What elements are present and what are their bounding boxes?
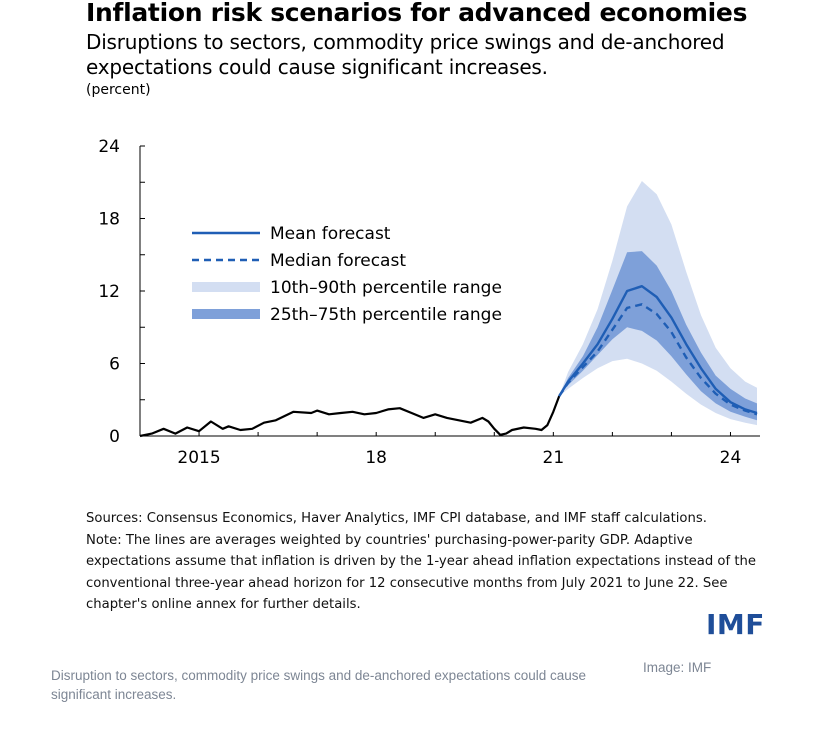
unit-label: (percent) xyxy=(86,82,151,98)
x-tick-label: 18 xyxy=(365,448,387,468)
tick-labels: 0 6 12 18 24 2015 18 21 24 xyxy=(98,137,741,468)
percentile-bands xyxy=(559,181,757,426)
y-tick-label: 0 xyxy=(109,427,120,447)
chart-subtitle: Disruptions to sectors, commodity price … xyxy=(86,30,725,79)
forecast-lines xyxy=(139,285,758,438)
chart-title: Inflation risk scenarios for advanced ec… xyxy=(86,0,748,27)
x-tick-label: 21 xyxy=(543,448,565,468)
y-tick-label: 18 xyxy=(98,210,120,230)
imf-logo: IMF xyxy=(706,608,765,641)
note-text: Note: The lines are averages weighted by… xyxy=(86,532,756,613)
legend-label: 10th–90th percentile range xyxy=(270,278,502,298)
x-tick-label: 24 xyxy=(720,448,742,468)
chart-axes xyxy=(139,145,760,437)
chart-legend: Mean forecast Median forecast 10th–90th pe… xyxy=(192,224,502,325)
history-line xyxy=(139,395,561,438)
legend-label: Median forecast xyxy=(270,251,406,271)
x-tick-label: 2015 xyxy=(177,448,220,468)
sources-text: Sources: Consensus Economics, Haver Anal… xyxy=(86,511,707,526)
legend-label: 25th–75th percentile range xyxy=(270,305,502,325)
y-tick-label: 6 xyxy=(109,355,120,375)
inflation-chart: 0 6 12 18 24 2015 18 21 24 Mean forecast Median f… xyxy=(98,137,760,468)
median-forecast-line xyxy=(558,303,758,416)
image-caption: Disruption to sectors, commodity price s… xyxy=(51,668,587,702)
chart-notes: Sources: Consensus Economics, Haver Anal… xyxy=(86,508,776,616)
legend-label: Mean forecast xyxy=(270,224,391,244)
image-credit: Image: IMF xyxy=(643,660,712,675)
mean-forecast-line xyxy=(558,285,758,415)
y-tick-label: 12 xyxy=(98,282,120,302)
y-tick-label: 24 xyxy=(98,137,120,157)
